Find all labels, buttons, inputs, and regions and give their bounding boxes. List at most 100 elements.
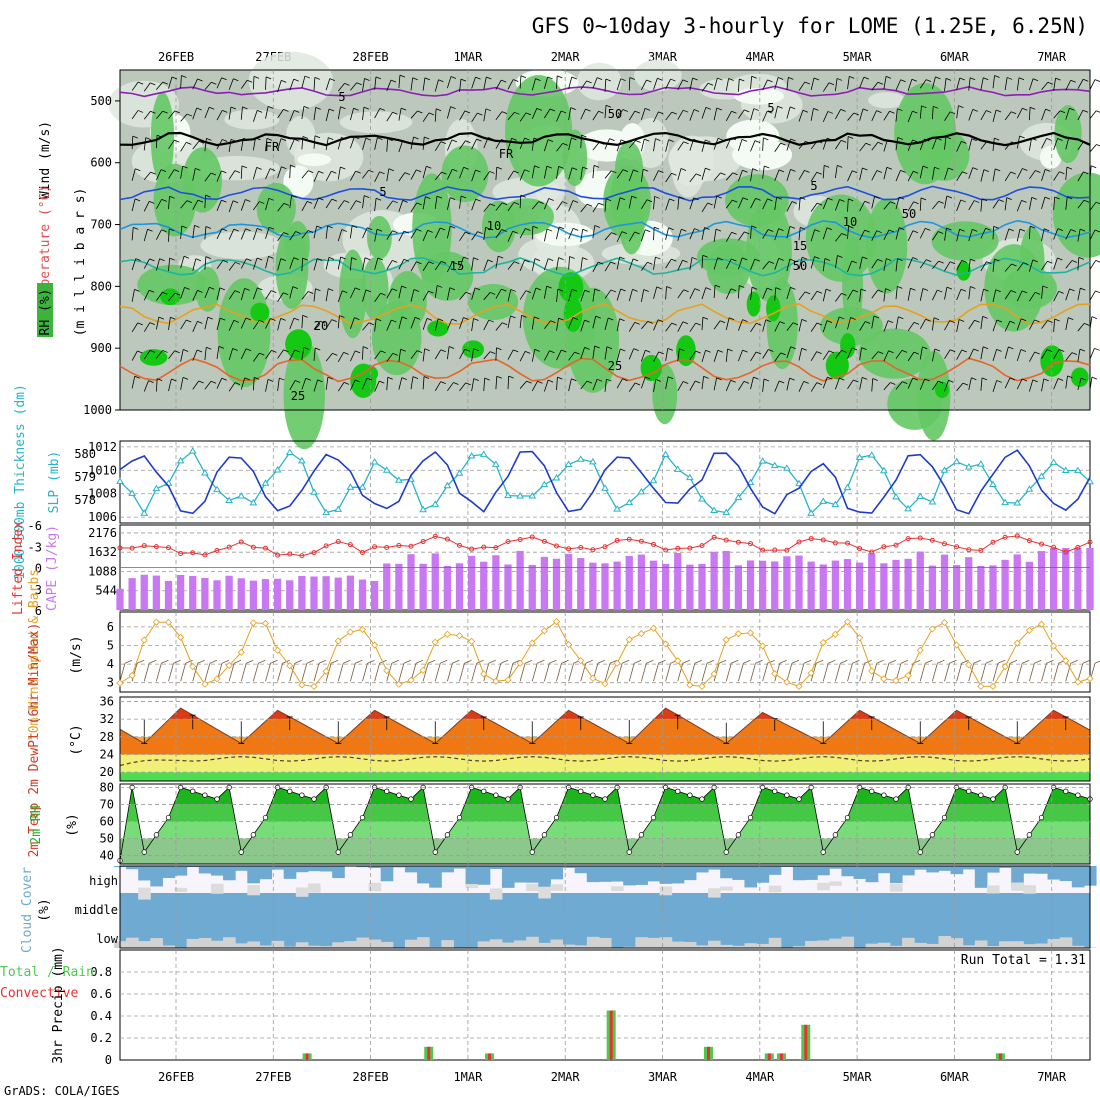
upper-wind-barb xyxy=(192,290,198,301)
upper-wind-barb xyxy=(131,227,134,241)
upper-wind-barb-flag xyxy=(424,348,430,352)
upper-wind-barb-flag xyxy=(862,108,869,112)
upper-wind-barb xyxy=(265,379,269,392)
wind10-barb-flag xyxy=(149,659,157,664)
upper-wind-barb xyxy=(143,82,151,92)
cloud-high-bar xyxy=(586,866,600,883)
upper-wind-barb-flag xyxy=(364,195,370,198)
upper-wind-barb-flag xyxy=(840,109,846,112)
cape-bar xyxy=(637,554,646,610)
upper-wind-barb-flag xyxy=(682,79,688,83)
upper-wind-barb-flag xyxy=(149,322,155,325)
thickness-marker xyxy=(649,476,658,484)
upper-wind-barb-flag xyxy=(392,353,398,356)
upper-wind-barb xyxy=(240,199,246,211)
upper-wind-barb-flag xyxy=(620,348,626,352)
upper-wind-barb xyxy=(713,229,717,242)
upper-wind-barb-flag xyxy=(646,79,652,83)
rh-moist-patch xyxy=(256,182,296,234)
upper-wind-barb-flag xyxy=(983,288,989,292)
upper-wind-barb-flag xyxy=(363,106,370,110)
upper-wind-barb xyxy=(1077,110,1084,121)
upper-wind-barb-flag xyxy=(550,320,556,324)
upper-wind-barb-flag xyxy=(765,319,771,323)
upper-wind-barb xyxy=(628,231,635,242)
upper-wind-barb-flag xyxy=(996,319,1003,323)
upper-wind-barb-flag xyxy=(767,110,773,114)
upper-wind-barb-flag xyxy=(598,141,605,145)
upper-wind-barb-flag xyxy=(355,287,361,291)
upper-wind-barb-flag xyxy=(501,288,507,292)
upper-wind-barb xyxy=(895,79,901,91)
upper-wind-barb-flag xyxy=(668,139,674,143)
upper-wind-barb-flag xyxy=(877,289,883,293)
upper-wind-barb xyxy=(131,110,139,120)
upper-wind-barb xyxy=(968,320,975,330)
upper-wind-barb-flag xyxy=(584,289,590,293)
upper-wind-barb-flag xyxy=(486,76,492,80)
upper-wind-barb xyxy=(301,106,305,119)
upper-wind-barb-flag xyxy=(878,351,884,354)
wind10-barb-flag xyxy=(258,659,266,664)
bottom-date-label: 5MAR xyxy=(843,1070,873,1084)
upper-wind-barb-flag xyxy=(291,195,297,198)
upper-wind-barb xyxy=(895,108,898,122)
upper-wind-barb xyxy=(313,288,316,302)
upper-wind-barb xyxy=(556,257,559,271)
upper-wind-barb-flag xyxy=(1094,79,1100,82)
upper-wind-barb-flag xyxy=(437,285,443,288)
upper-wind-barb xyxy=(471,169,476,182)
wind10-barb xyxy=(847,663,853,682)
cloud-high-bar xyxy=(671,866,685,884)
upper-wind-barb xyxy=(689,380,696,391)
upper-wind-barb-flag xyxy=(427,229,433,233)
cloud-low-gap xyxy=(586,936,600,948)
upper-wind-barb xyxy=(434,381,442,392)
upper-wind-barb xyxy=(834,165,838,179)
upper-wind-barb-flag xyxy=(611,232,617,235)
upper-wind-barb xyxy=(604,346,608,360)
cloud-frame xyxy=(119,865,1091,949)
thickness-marker xyxy=(819,497,828,504)
cloud-high-bar xyxy=(368,866,382,869)
upper-wind-barb xyxy=(519,315,522,329)
bottom-date-label: 1MAR xyxy=(453,1070,483,1084)
upper-wind-barb-flag xyxy=(800,197,806,200)
cape-bar xyxy=(443,565,452,610)
wind10-marker xyxy=(722,636,730,644)
rh-fill-band xyxy=(120,821,1090,839)
upper-wind-barb xyxy=(1077,79,1084,89)
upper-wind-barb xyxy=(750,351,757,362)
upper-wind-barb xyxy=(519,75,522,89)
upper-wind-barb-flag xyxy=(1029,225,1036,229)
upper-wind-barb-flag xyxy=(720,172,726,176)
cape-bar xyxy=(273,578,282,610)
upper-wind-barb-flag xyxy=(283,202,289,206)
upper-wind-barb-flag xyxy=(813,108,819,111)
thickness-marker xyxy=(831,500,840,508)
upper-wind-barb-flag xyxy=(634,382,641,386)
upper-wind-barb-flag xyxy=(156,378,163,381)
upper-wind-barb xyxy=(604,170,612,179)
upper-wind-barb xyxy=(580,289,586,302)
upper-wind-barb xyxy=(422,112,430,122)
rh-moist-patch xyxy=(766,278,798,370)
upper-wind-barb-flag xyxy=(453,382,459,385)
rh-marker xyxy=(190,788,196,794)
cloud-high-bar xyxy=(623,866,636,886)
upper-wind-barb xyxy=(883,111,890,121)
rh-marker xyxy=(384,788,390,794)
wind10-barb-flag xyxy=(1082,659,1091,664)
upper-wind-barb-flag xyxy=(1046,138,1052,141)
wind10-marker xyxy=(468,637,476,645)
upper-wind-barb xyxy=(713,138,719,150)
upper-wind-barb xyxy=(556,110,562,122)
rh-marker xyxy=(493,792,499,798)
upper-wind-barb-flag xyxy=(865,142,871,146)
upper-wind-barb xyxy=(1077,349,1081,362)
precip-conv-bar xyxy=(609,1010,613,1060)
grads-credit: GrADS: COLA/IGES xyxy=(4,1084,120,1098)
cloud-high-bar xyxy=(150,866,163,887)
wind10-marker xyxy=(649,624,658,632)
wind10-barb xyxy=(228,663,235,682)
